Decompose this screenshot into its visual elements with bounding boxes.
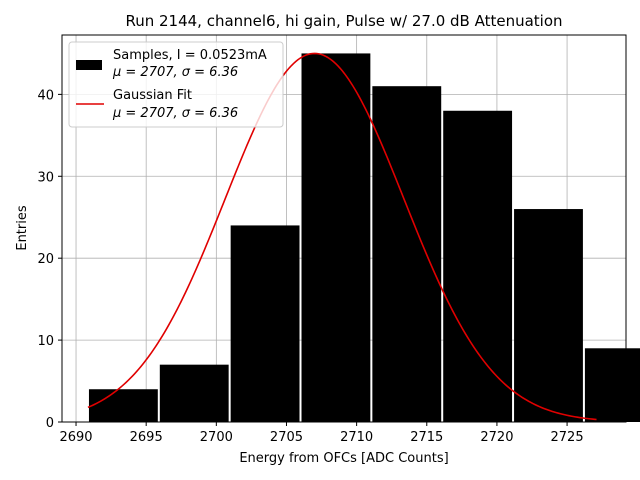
y-tick-label: 0 xyxy=(46,416,54,431)
y-tick-label: 10 xyxy=(37,334,54,349)
legend-fit-label: Gaussian Fit xyxy=(113,88,192,103)
legend-fit-stats: μ = 2707, σ = 6.36 xyxy=(112,106,238,121)
histogram-bar xyxy=(584,348,640,422)
histogram-bar xyxy=(514,209,583,422)
histogram-bar xyxy=(159,364,229,422)
chart-title: Run 2144, channel6, hi gain, Pulse w/ 27… xyxy=(125,12,562,30)
histogram-bar xyxy=(372,86,442,422)
x-tick-label: 2695 xyxy=(130,430,163,445)
histogram-bar xyxy=(301,53,371,423)
legend-box xyxy=(68,41,284,128)
plot-frame xyxy=(61,34,627,423)
x-tick-label: 2690 xyxy=(59,430,92,445)
x-axis-label: Energy from OFCs [ADC Counts] xyxy=(239,451,448,466)
y-tick-label: 20 xyxy=(37,252,54,267)
histogram-bar xyxy=(88,389,158,422)
x-tick-label: 2705 xyxy=(270,430,303,445)
x-tick-label: 2720 xyxy=(480,430,513,445)
x-tick-label: 2715 xyxy=(410,430,443,445)
histogram-bars xyxy=(88,53,640,423)
legend-histogram-swatch xyxy=(76,60,102,70)
y-axis-label: Entries xyxy=(15,205,30,251)
histogram-bar xyxy=(230,225,300,422)
x-axis-ticks: 2690 2695 2700 2705 2710 2715 2720 2725 xyxy=(59,422,584,445)
x-tick-label: 2700 xyxy=(200,430,233,445)
histogram-bar xyxy=(443,110,513,422)
legend-histogram-label: Samples, I = 0.0523mA xyxy=(113,48,267,63)
y-axis-ticks: 0 10 20 30 40 xyxy=(37,88,62,431)
y-tick-label: 40 xyxy=(37,88,54,103)
legend-histogram-stats: μ = 2707, σ = 6.36 xyxy=(112,65,238,80)
x-tick-label: 2725 xyxy=(551,430,584,445)
gaussian-fit-line xyxy=(87,52,597,421)
y-tick-label: 30 xyxy=(37,170,54,185)
legend: Samples, I = 0.0523mA μ = 2707, σ = 6.36… xyxy=(68,41,284,128)
x-tick-label: 2710 xyxy=(340,430,373,445)
